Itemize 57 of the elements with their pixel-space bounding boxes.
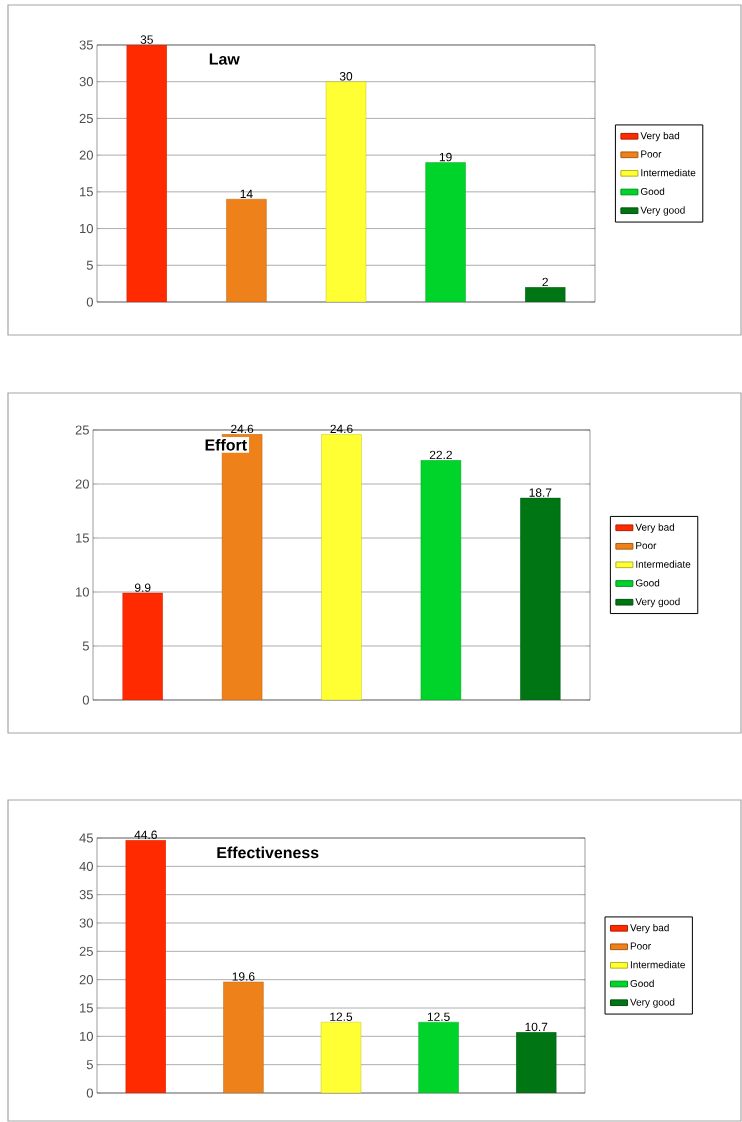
y-tick-label: 10 xyxy=(76,587,89,597)
y-tick-label: 35 xyxy=(79,890,93,900)
legend-label: Very good xyxy=(640,206,685,216)
data-label: 44.6 xyxy=(134,830,157,840)
y-tick-label: 25 xyxy=(75,425,89,435)
y-tick-label: 25 xyxy=(79,946,93,956)
legend-label: Very good xyxy=(630,998,675,1008)
y-tick-label: 45 xyxy=(79,833,93,843)
legend-label: Intermediate xyxy=(636,560,691,568)
legend-label: Good xyxy=(630,979,654,987)
legend-label: Intermediate xyxy=(641,168,696,177)
legend-label: Good xyxy=(635,579,660,587)
data-label: 19.6 xyxy=(232,972,255,981)
y-tick-label: 0 xyxy=(86,297,93,307)
legend-label: Poor xyxy=(630,942,651,950)
y-tick-label: 15 xyxy=(80,1003,93,1013)
legend-label: Very bad xyxy=(640,131,680,142)
y-tick-label: 0 xyxy=(86,1088,93,1098)
legend-label: Very good xyxy=(635,597,680,608)
y-tick-label: 30 xyxy=(79,77,93,87)
y-tick-label: 25 xyxy=(79,113,93,123)
chart-title: Law xyxy=(209,53,240,65)
data-label: 2 xyxy=(542,277,548,287)
y-tick-label: 5 xyxy=(82,641,89,651)
legend-label: Poor xyxy=(636,542,657,550)
data-label: 30 xyxy=(339,72,353,81)
data-label: 35 xyxy=(140,35,153,44)
y-tick-label: 15 xyxy=(80,187,93,197)
data-label: 24.6 xyxy=(330,424,353,434)
legend-label: Very bad xyxy=(630,923,669,934)
y-tick-label: 30 xyxy=(79,918,93,928)
data-label: 9.9 xyxy=(134,583,151,592)
data-label: 14 xyxy=(240,189,253,198)
y-tick-label: 0 xyxy=(82,695,89,705)
y-tick-label: 35 xyxy=(79,40,93,50)
y-tick-label: 20 xyxy=(79,150,93,160)
legend-label: Poor xyxy=(641,150,662,158)
y-tick-label: 10 xyxy=(80,223,93,234)
y-tick-label: 5 xyxy=(86,260,93,270)
y-tick-label: 20 xyxy=(75,479,89,489)
data-label: 12.5 xyxy=(330,1012,353,1021)
y-tick-label: 15 xyxy=(76,533,89,543)
legend-label: Good xyxy=(640,187,665,195)
y-tick-label: 40 xyxy=(79,861,93,871)
chart-title: Effectiveness xyxy=(217,846,319,859)
chart-title: Effort xyxy=(205,438,247,451)
y-tick-label: 10 xyxy=(80,1031,93,1041)
legend-label: Intermediate xyxy=(630,960,685,969)
data-label: 24.6 xyxy=(231,424,254,434)
data-label: 12.5 xyxy=(427,1012,450,1021)
data-label: 22.2 xyxy=(429,450,452,460)
data-label: 18.7 xyxy=(529,488,552,497)
data-label: 19 xyxy=(439,152,452,162)
legend-label: Very bad xyxy=(635,523,675,533)
data-label: 10.7 xyxy=(525,1022,548,1032)
y-tick-label: 5 xyxy=(86,1060,93,1070)
y-tick-label: 20 xyxy=(79,975,93,985)
